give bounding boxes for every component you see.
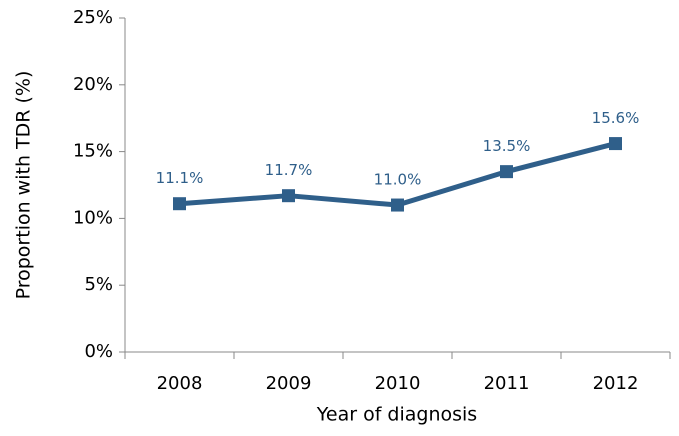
- marker: [173, 197, 186, 211]
- x-tick-label: 2009: [266, 373, 312, 394]
- y-tick-label: 10%: [73, 207, 113, 228]
- data-label: 13.5%: [483, 137, 531, 155]
- y-tick-label: 0%: [84, 341, 113, 362]
- x-tick-label: 2012: [593, 373, 639, 394]
- data-label: 11.1%: [156, 169, 204, 187]
- x-tick-label: 2010: [375, 373, 421, 394]
- data-label: 11.0%: [374, 171, 422, 189]
- x-tick-label: 2011: [484, 373, 530, 394]
- y-tick-label: 25%: [73, 7, 113, 28]
- x-tick-label: 2008: [157, 373, 203, 394]
- marker: [500, 165, 513, 179]
- y-tick-label: 5%: [84, 274, 113, 295]
- y-axis-title: Proportion with TDR (%): [13, 71, 35, 300]
- marker: [391, 198, 404, 212]
- data-label: 11.7%: [265, 161, 313, 179]
- y-tick-label: 15%: [73, 141, 113, 162]
- marker: [282, 189, 295, 203]
- marker: [609, 137, 622, 151]
- x-axis-title: Year of diagnosis: [316, 404, 477, 426]
- data-label: 15.6%: [592, 109, 640, 127]
- y-tick-label: 20%: [73, 74, 113, 95]
